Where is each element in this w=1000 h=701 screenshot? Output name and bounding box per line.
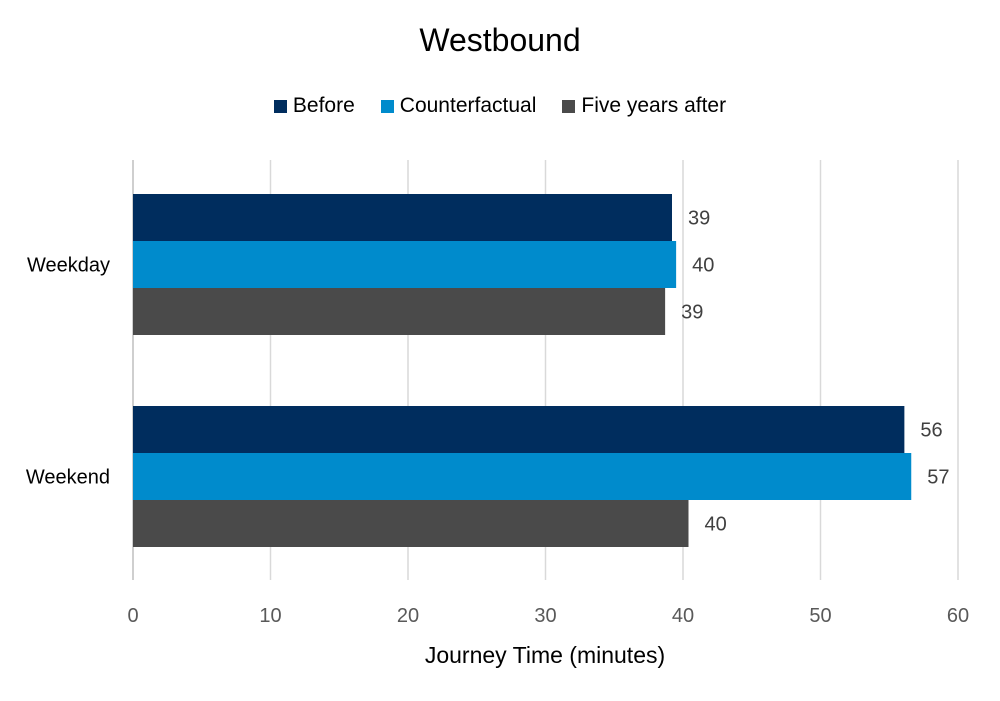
bar [133, 241, 677, 288]
legend-label: Counterfactual [399, 94, 537, 117]
x-tick-label: 40 [672, 605, 694, 627]
bar [133, 288, 666, 335]
x-tick-label: 30 [534, 605, 556, 627]
bar [133, 406, 905, 453]
legend-item: Counterfactual [380, 94, 537, 118]
legend-swatch [562, 99, 576, 113]
bar [133, 453, 912, 500]
x-tick-label: 20 [397, 605, 419, 627]
bar [133, 500, 689, 547]
legend-item: Five years after [562, 94, 726, 118]
data-label: 57 [927, 467, 949, 489]
category-label: Weekday [27, 255, 110, 277]
legend-swatch [380, 99, 394, 113]
data-label: 40 [692, 255, 714, 277]
data-label: 56 [920, 420, 942, 442]
x-tick-label: 50 [809, 605, 831, 627]
bar [133, 194, 672, 241]
x-tick-label: 10 [259, 605, 281, 627]
x-tick-labels: 0 10 20 30 40 50 60 [127, 605, 969, 627]
chart-title: Westbound [419, 22, 581, 58]
legend: Before Counterfactual Five years after [0, 94, 1000, 118]
data-label: 39 [681, 302, 703, 324]
data-label: 39 [688, 208, 710, 230]
legend-item: Before [273, 94, 355, 118]
legend-label: Before [292, 94, 355, 117]
category-labels: Weekday Weekend [26, 255, 110, 489]
x-tick-label: 0 [127, 605, 138, 627]
x-axis-title: Journey Time (minutes) [425, 642, 665, 668]
category-label: Weekend [26, 467, 110, 489]
legend-label: Five years after [581, 94, 727, 117]
legend-swatch [273, 99, 287, 113]
data-label: 40 [705, 514, 727, 536]
bars [133, 194, 912, 547]
data-labels: 39 40 39 56 57 40 [681, 208, 949, 536]
x-tick-label: 60 [947, 605, 969, 627]
